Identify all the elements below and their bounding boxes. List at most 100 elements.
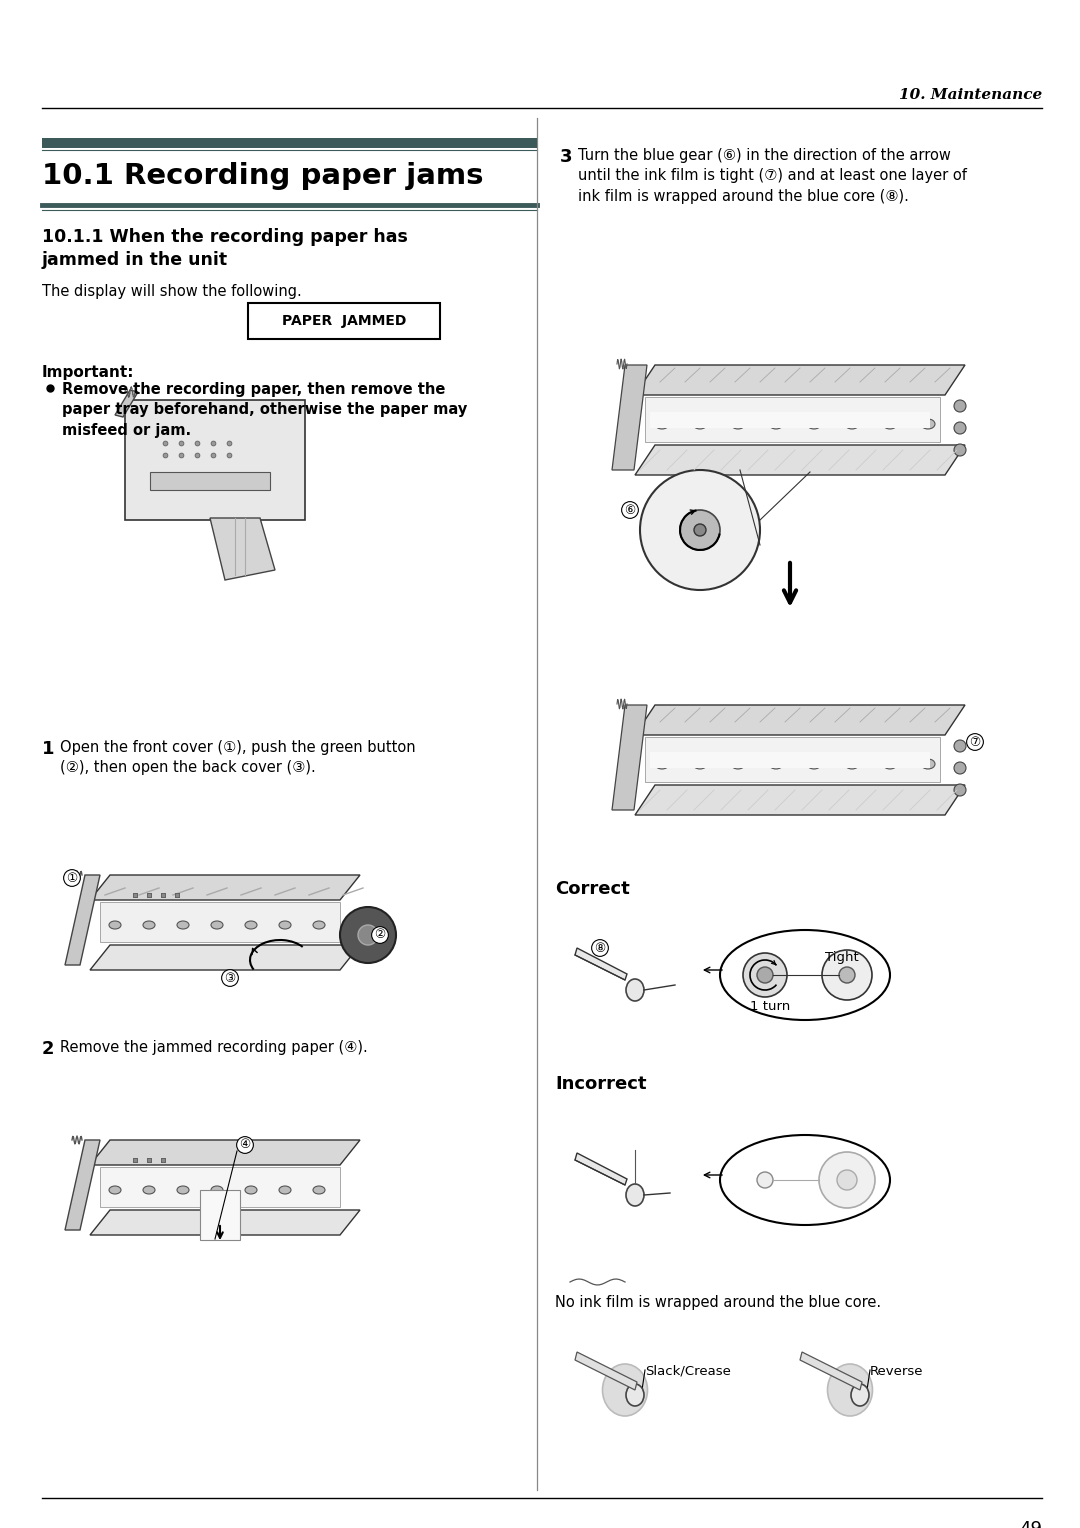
Polygon shape bbox=[635, 365, 966, 396]
Ellipse shape bbox=[807, 759, 821, 769]
Ellipse shape bbox=[921, 419, 935, 429]
Polygon shape bbox=[612, 365, 647, 471]
Ellipse shape bbox=[143, 921, 156, 929]
Ellipse shape bbox=[279, 921, 291, 929]
Ellipse shape bbox=[109, 1186, 121, 1193]
Polygon shape bbox=[210, 518, 275, 581]
Ellipse shape bbox=[769, 419, 783, 429]
Ellipse shape bbox=[143, 1186, 156, 1193]
FancyBboxPatch shape bbox=[150, 472, 270, 490]
Ellipse shape bbox=[720, 931, 890, 1021]
Text: Remove the recording paper, then remove the
paper tray beforehand, otherwise the: Remove the recording paper, then remove … bbox=[62, 382, 468, 439]
Circle shape bbox=[340, 908, 396, 963]
Polygon shape bbox=[800, 1352, 862, 1390]
Circle shape bbox=[839, 967, 855, 983]
Polygon shape bbox=[575, 947, 627, 979]
Circle shape bbox=[954, 422, 966, 434]
Ellipse shape bbox=[827, 1365, 873, 1416]
Ellipse shape bbox=[313, 1186, 325, 1193]
Circle shape bbox=[694, 524, 706, 536]
Circle shape bbox=[357, 924, 378, 944]
Polygon shape bbox=[612, 704, 647, 810]
Text: ⑦: ⑦ bbox=[970, 735, 981, 749]
Text: Important:: Important: bbox=[42, 365, 135, 380]
Text: ②: ② bbox=[375, 929, 386, 941]
Polygon shape bbox=[90, 944, 360, 970]
Circle shape bbox=[680, 510, 720, 550]
Circle shape bbox=[743, 953, 787, 996]
Ellipse shape bbox=[720, 1135, 890, 1225]
Text: Open the front cover (①), push the green button
(②), then open the back cover (③: Open the front cover (①), push the green… bbox=[60, 740, 416, 775]
Ellipse shape bbox=[626, 1184, 644, 1206]
Polygon shape bbox=[90, 1140, 360, 1164]
Circle shape bbox=[822, 950, 872, 999]
Ellipse shape bbox=[845, 419, 859, 429]
Text: Reverse: Reverse bbox=[870, 1365, 923, 1378]
Text: 10.1 Recording paper jams: 10.1 Recording paper jams bbox=[42, 162, 484, 189]
Polygon shape bbox=[90, 876, 360, 900]
Polygon shape bbox=[575, 1352, 637, 1390]
Ellipse shape bbox=[177, 921, 189, 929]
Ellipse shape bbox=[603, 1365, 648, 1416]
FancyBboxPatch shape bbox=[650, 752, 930, 769]
FancyBboxPatch shape bbox=[100, 1167, 340, 1207]
Text: ⑥: ⑥ bbox=[624, 504, 636, 516]
Text: Correct: Correct bbox=[555, 880, 630, 898]
Polygon shape bbox=[65, 1140, 100, 1230]
Circle shape bbox=[954, 784, 966, 796]
Bar bbox=[248, 303, 440, 339]
Ellipse shape bbox=[883, 419, 897, 429]
Text: ⑧: ⑧ bbox=[594, 941, 606, 955]
Ellipse shape bbox=[693, 759, 707, 769]
Ellipse shape bbox=[731, 759, 745, 769]
Ellipse shape bbox=[177, 1186, 189, 1193]
Circle shape bbox=[837, 1170, 858, 1190]
Text: ③: ③ bbox=[225, 972, 235, 984]
Ellipse shape bbox=[921, 759, 935, 769]
Text: 10. Maintenance: 10. Maintenance bbox=[899, 89, 1042, 102]
Ellipse shape bbox=[693, 419, 707, 429]
Circle shape bbox=[954, 762, 966, 775]
Text: The display will show the following.: The display will show the following. bbox=[42, 284, 301, 299]
Polygon shape bbox=[125, 400, 305, 520]
FancyBboxPatch shape bbox=[645, 397, 940, 442]
Text: No ink film is wrapped around the blue core.: No ink film is wrapped around the blue c… bbox=[555, 1296, 881, 1309]
Ellipse shape bbox=[245, 1186, 257, 1193]
Text: Remove the jammed recording paper (④).: Remove the jammed recording paper (④). bbox=[60, 1041, 368, 1054]
Text: ④: ④ bbox=[240, 1138, 251, 1152]
Ellipse shape bbox=[313, 921, 325, 929]
Text: 49: 49 bbox=[1020, 1520, 1042, 1528]
Text: 1 turn: 1 turn bbox=[750, 1001, 791, 1013]
Polygon shape bbox=[65, 876, 100, 966]
Ellipse shape bbox=[654, 419, 669, 429]
Polygon shape bbox=[635, 445, 966, 475]
Ellipse shape bbox=[731, 419, 745, 429]
Ellipse shape bbox=[211, 921, 222, 929]
Ellipse shape bbox=[845, 759, 859, 769]
Polygon shape bbox=[90, 1210, 360, 1235]
FancyBboxPatch shape bbox=[100, 902, 340, 941]
Circle shape bbox=[819, 1152, 875, 1209]
Ellipse shape bbox=[279, 1186, 291, 1193]
Circle shape bbox=[640, 471, 760, 590]
Text: 10.1.1 When the recording paper has
jammed in the unit: 10.1.1 When the recording paper has jamm… bbox=[42, 228, 408, 269]
FancyBboxPatch shape bbox=[650, 413, 930, 428]
Polygon shape bbox=[635, 704, 966, 735]
FancyBboxPatch shape bbox=[200, 1190, 240, 1241]
Ellipse shape bbox=[851, 1384, 869, 1406]
Text: 2: 2 bbox=[42, 1041, 54, 1057]
Circle shape bbox=[954, 400, 966, 413]
Text: PAPER  JAMMED: PAPER JAMMED bbox=[282, 313, 406, 329]
Circle shape bbox=[757, 1172, 773, 1187]
Text: ①: ① bbox=[66, 871, 78, 885]
Text: 1: 1 bbox=[42, 740, 54, 758]
Ellipse shape bbox=[211, 1186, 222, 1193]
Ellipse shape bbox=[626, 979, 644, 1001]
Ellipse shape bbox=[807, 419, 821, 429]
Ellipse shape bbox=[245, 921, 257, 929]
Text: Slack/Crease: Slack/Crease bbox=[645, 1365, 731, 1378]
Ellipse shape bbox=[626, 1384, 644, 1406]
Circle shape bbox=[757, 967, 773, 983]
Text: Incorrect: Incorrect bbox=[555, 1076, 647, 1093]
Text: 3: 3 bbox=[561, 148, 572, 167]
